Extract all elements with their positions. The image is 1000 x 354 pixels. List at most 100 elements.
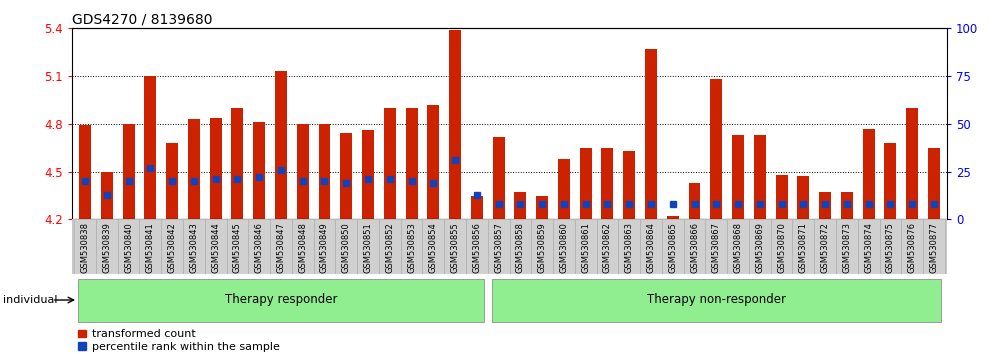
Bar: [558, 159, 570, 219]
Text: GSM530869: GSM530869: [755, 222, 764, 273]
Bar: [74, 219, 96, 274]
Bar: [297, 124, 309, 219]
Bar: [362, 130, 374, 219]
Legend: transformed count, percentile rank within the sample: transformed count, percentile rank withi…: [78, 330, 280, 352]
Bar: [406, 108, 418, 219]
Text: Therapy non-responder: Therapy non-responder: [647, 292, 786, 306]
Bar: [492, 279, 941, 321]
Bar: [292, 219, 314, 274]
Bar: [662, 219, 684, 274]
Text: GSM530865: GSM530865: [668, 222, 677, 273]
Bar: [841, 193, 853, 219]
Bar: [161, 219, 183, 274]
Text: GSM530840: GSM530840: [124, 222, 133, 273]
Text: GSM530862: GSM530862: [603, 222, 612, 273]
Bar: [705, 219, 727, 274]
Text: GSM530855: GSM530855: [451, 222, 460, 273]
Bar: [597, 219, 618, 274]
Bar: [253, 122, 265, 219]
Text: GSM530842: GSM530842: [168, 222, 177, 273]
Bar: [792, 219, 814, 274]
Text: GSM530873: GSM530873: [842, 222, 851, 273]
Bar: [205, 219, 227, 274]
Text: GSM530847: GSM530847: [276, 222, 285, 273]
Bar: [771, 219, 792, 274]
Bar: [776, 175, 788, 219]
Bar: [684, 219, 705, 274]
Bar: [231, 108, 243, 219]
Bar: [797, 177, 809, 219]
Text: Therapy responder: Therapy responder: [225, 292, 337, 306]
Text: GSM530861: GSM530861: [581, 222, 590, 273]
Bar: [689, 183, 700, 219]
Bar: [357, 219, 379, 274]
Text: GSM530850: GSM530850: [342, 222, 351, 273]
Bar: [188, 119, 200, 219]
Bar: [319, 124, 330, 219]
Bar: [623, 151, 635, 219]
Text: GSM530851: GSM530851: [364, 222, 373, 273]
Bar: [536, 196, 548, 219]
Bar: [580, 148, 592, 219]
Bar: [123, 124, 135, 219]
Bar: [640, 219, 662, 274]
Text: GSM530872: GSM530872: [821, 222, 830, 273]
Bar: [79, 126, 91, 219]
Text: GSM530841: GSM530841: [146, 222, 155, 273]
Bar: [166, 143, 178, 219]
Bar: [901, 219, 923, 274]
Bar: [618, 219, 640, 274]
Bar: [466, 219, 488, 274]
Text: individual: individual: [3, 295, 58, 305]
Text: GSM530859: GSM530859: [538, 222, 547, 273]
Bar: [645, 49, 657, 219]
Bar: [335, 219, 357, 274]
Text: GSM530848: GSM530848: [298, 222, 307, 273]
Bar: [819, 193, 831, 219]
Bar: [575, 219, 597, 274]
Bar: [836, 219, 858, 274]
Text: GSM530877: GSM530877: [929, 222, 938, 273]
Bar: [422, 219, 444, 274]
Bar: [510, 219, 531, 274]
Bar: [449, 30, 461, 219]
Bar: [401, 219, 422, 274]
Text: GSM530876: GSM530876: [908, 222, 917, 273]
Bar: [275, 72, 287, 219]
Bar: [340, 133, 352, 219]
Bar: [471, 196, 483, 219]
Bar: [118, 219, 139, 274]
Bar: [227, 219, 248, 274]
Text: GSM530864: GSM530864: [646, 222, 655, 273]
Text: GSM530868: GSM530868: [734, 222, 743, 273]
Text: GSM530838: GSM530838: [81, 222, 90, 273]
Bar: [858, 219, 880, 274]
Bar: [384, 108, 396, 219]
Text: GSM530846: GSM530846: [255, 222, 264, 273]
Bar: [493, 137, 505, 219]
Bar: [749, 219, 771, 274]
Text: GSM530849: GSM530849: [320, 222, 329, 273]
Text: GDS4270 / 8139680: GDS4270 / 8139680: [72, 12, 212, 27]
Bar: [906, 108, 918, 219]
Bar: [923, 219, 945, 274]
Bar: [78, 279, 484, 321]
Bar: [727, 219, 749, 274]
Bar: [444, 219, 466, 274]
Bar: [710, 79, 722, 219]
Text: GSM530844: GSM530844: [211, 222, 220, 273]
Text: GSM530857: GSM530857: [494, 222, 503, 273]
Text: GSM530839: GSM530839: [102, 222, 111, 273]
Bar: [814, 219, 836, 274]
Text: GSM530866: GSM530866: [690, 222, 699, 273]
Bar: [884, 143, 896, 219]
Bar: [863, 129, 875, 219]
Text: GSM530852: GSM530852: [385, 222, 394, 273]
Text: GSM530856: GSM530856: [472, 222, 481, 273]
Bar: [928, 148, 940, 219]
Text: GSM530867: GSM530867: [712, 222, 721, 273]
Bar: [514, 193, 526, 219]
Bar: [601, 148, 613, 219]
Text: GSM530854: GSM530854: [429, 222, 438, 273]
Bar: [144, 76, 156, 219]
